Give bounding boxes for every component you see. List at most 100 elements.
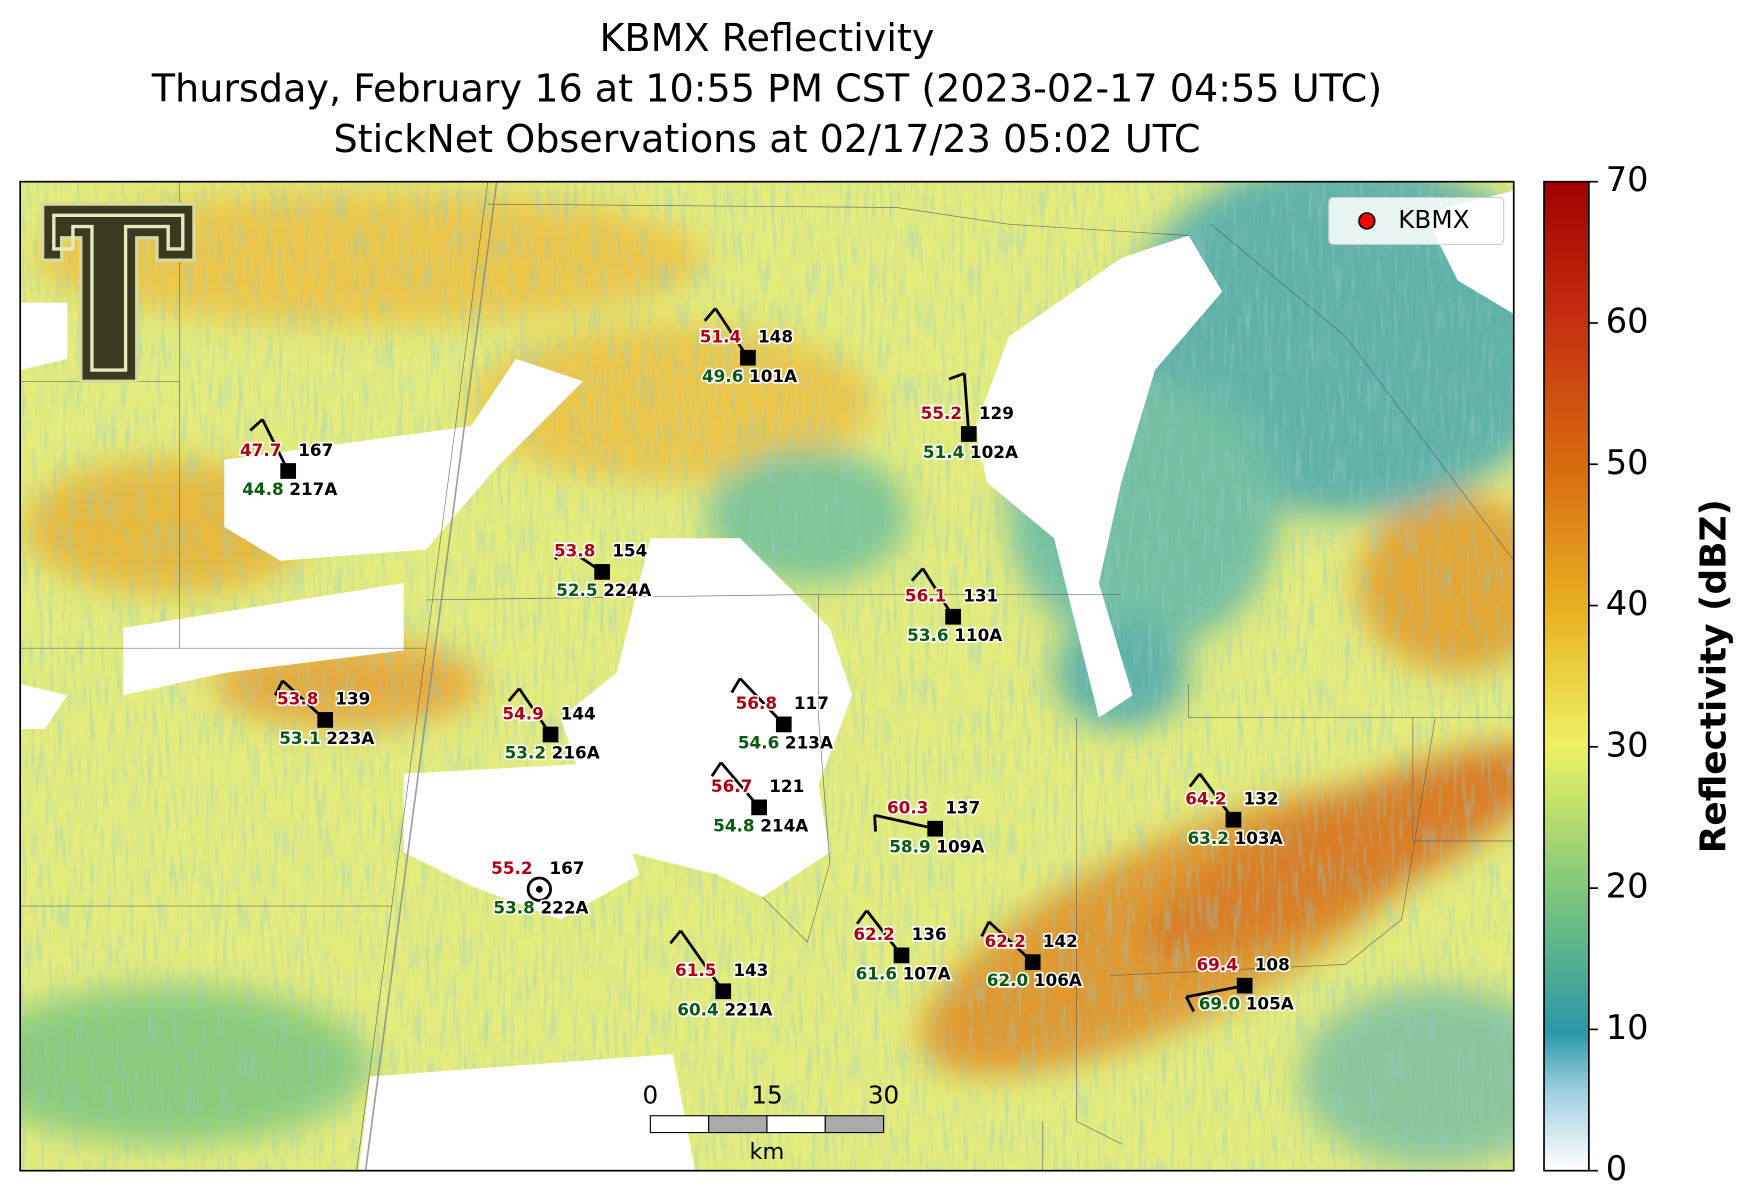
wind-barb-flag — [669, 929, 682, 945]
temperature: 55.2 — [491, 858, 532, 878]
wind-barb-flag — [873, 815, 877, 832]
station-id: 109A — [936, 837, 984, 857]
colorbar-tick-label: 20 — [1606, 867, 1649, 906]
station-value: 139 — [335, 689, 370, 709]
dewpoint: 62.0 — [987, 970, 1028, 990]
temperature: 51.4 — [700, 327, 741, 347]
dewpoint: 54.6 — [738, 732, 779, 752]
station-marker — [280, 463, 297, 479]
temperature: 64.2 — [1185, 789, 1226, 809]
wind-barb — [921, 567, 955, 618]
scale-label: 0 — [643, 1081, 659, 1110]
station-value: 108 — [1255, 954, 1290, 974]
station-marker — [526, 876, 552, 902]
colorbar — [1543, 180, 1590, 1172]
station-marker — [775, 716, 792, 733]
title: KBMX Reflectivity — [599, 16, 934, 60]
station-id: 217A — [289, 479, 337, 499]
temperature: 47.7 — [240, 440, 281, 460]
scale-bar: 0 15 30 km — [643, 1081, 900, 1166]
station-id: 107A — [903, 963, 951, 983]
map-frame — [19, 180, 1515, 1172]
wind-barb-flag — [507, 687, 521, 702]
station-value: 144 — [561, 703, 596, 723]
station-id: 222A — [540, 897, 588, 917]
wind-barb — [1186, 984, 1245, 999]
station-value: 129 — [979, 403, 1014, 423]
wind-barb-flag — [554, 543, 562, 560]
dewpoint: 61.6 — [856, 963, 897, 983]
temperature: 61.5 — [675, 960, 716, 980]
colorbar-tick-label: 0 — [1606, 1149, 1627, 1188]
dewpoint: 44.8 — [242, 479, 283, 499]
wind-barb-flag — [710, 761, 723, 777]
station-id: 224A — [603, 580, 651, 600]
station-id: 105A — [1246, 994, 1294, 1014]
station-marker — [960, 426, 977, 442]
temperature: 60.3 — [887, 797, 928, 817]
dewpoint: 69.0 — [1199, 994, 1240, 1014]
dewpoint: 58.9 — [889, 837, 930, 857]
station-id: 102A — [970, 442, 1018, 462]
wind-barb — [714, 307, 750, 359]
wind-barb-flag — [980, 921, 991, 937]
station-id: 214A — [760, 815, 808, 835]
legend-marker — [1358, 212, 1376, 230]
station-id: 103A — [1235, 828, 1283, 848]
station-value: 117 — [794, 693, 829, 713]
station-value: 154 — [612, 541, 647, 561]
station-value: 132 — [1244, 789, 1279, 809]
station-marker — [893, 947, 910, 964]
station-value: 167 — [298, 440, 333, 460]
temperature: 53.8 — [554, 541, 595, 561]
temperature: 56.7 — [711, 776, 752, 796]
station-marker-center — [535, 885, 543, 893]
station-value: 142 — [1043, 931, 1078, 951]
wind-barb-flag — [249, 418, 264, 432]
station-id: 223A — [326, 728, 374, 748]
subtitle: Thursday, February 16 at 10:55 PM CST (2… — [151, 66, 1382, 110]
station-value: 143 — [733, 960, 768, 980]
stations: 51.4 148 49.6 101A 55.2 129 51.4 102A 47.7 167 44.… — [238, 307, 1295, 1021]
subtitle: StickNet Observations at 02/17/23 05:02 … — [333, 117, 1200, 161]
logo — [40, 202, 196, 383]
radar-field — [20, 181, 1514, 1171]
wind-barb-flag — [1188, 772, 1201, 788]
colorbar-tick-label: 40 — [1606, 584, 1649, 623]
station-marker — [1024, 954, 1041, 970]
wind-barb-flag — [703, 307, 717, 322]
dewpoint: 63.2 — [1187, 828, 1228, 848]
wind-barb — [962, 373, 971, 435]
dewpoint: 53.8 — [493, 897, 534, 917]
dewpoint: 53.1 — [279, 728, 320, 748]
legend: KBMX — [1328, 196, 1505, 246]
station-marker — [715, 983, 732, 1000]
dewpoint: 51.4 — [923, 442, 964, 462]
scale-label: 15 — [751, 1081, 782, 1110]
temperature: 53.8 — [277, 689, 318, 709]
station-value: 137 — [945, 797, 980, 817]
dewpoint: 54.8 — [713, 815, 754, 835]
scale-label: 30 — [868, 1081, 899, 1110]
colorbar-tick-label: 60 — [1606, 301, 1649, 340]
scale-unit: km — [750, 1139, 785, 1165]
colorbar-tick-label: 10 — [1606, 1008, 1649, 1047]
colorbar-tick-label: 70 — [1606, 160, 1649, 199]
station-marker — [927, 820, 944, 837]
station-marker — [594, 564, 610, 580]
temperature: 54.9 — [502, 703, 543, 723]
temperature: 62.2 — [853, 924, 894, 944]
temperature: 69.4 — [1196, 954, 1237, 974]
station-id: 213A — [785, 732, 833, 752]
station-id: 221A — [724, 999, 772, 1019]
station-marker — [751, 799, 767, 816]
station-id: 110A — [954, 625, 1002, 645]
wind-barb — [679, 929, 725, 993]
wind-barb-flag — [730, 677, 742, 694]
colorbar-label: Reflectivity (dBZ) — [1694, 499, 1735, 853]
temperature: 62.2 — [985, 931, 1026, 951]
station-value: 131 — [963, 586, 998, 606]
temperature: 55.2 — [921, 403, 962, 423]
